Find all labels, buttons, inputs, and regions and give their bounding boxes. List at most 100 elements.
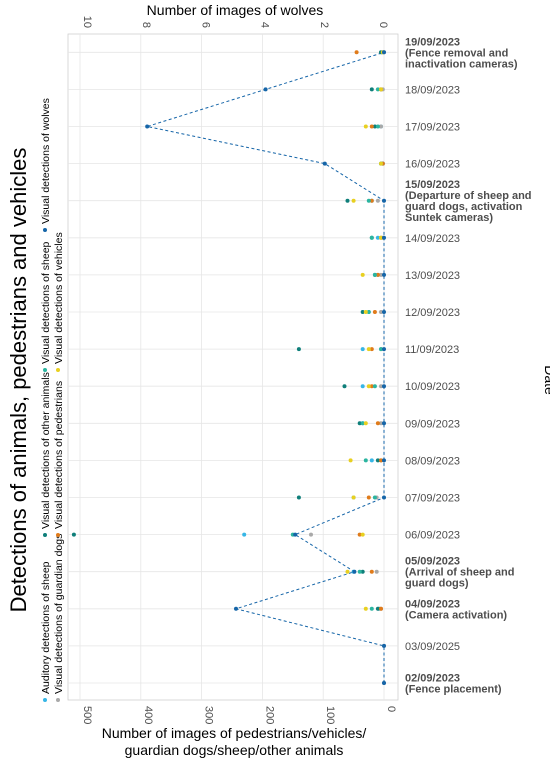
date-label: 14/09/2023 bbox=[405, 233, 460, 245]
data-point bbox=[363, 310, 368, 314]
data-point bbox=[363, 421, 368, 426]
data-point bbox=[382, 347, 386, 352]
legend-label: Auditory detections of sheep bbox=[40, 561, 52, 694]
legend-label: Visual detections of wolves bbox=[40, 98, 52, 224]
chart-title: Detections of animals, pedestrians and v… bbox=[6, 148, 31, 613]
secondary-tick-label: 2 bbox=[318, 22, 330, 28]
data-point bbox=[379, 272, 383, 277]
data-point bbox=[345, 569, 350, 574]
legend-label: Visual detections of pedestrians bbox=[53, 381, 65, 529]
data-point bbox=[382, 681, 386, 685]
data-point bbox=[322, 161, 327, 166]
data-point bbox=[369, 458, 374, 463]
date-label: 02/09/2023 bbox=[405, 673, 460, 685]
date-label: 03/09/2025 bbox=[405, 641, 460, 653]
data-point bbox=[369, 347, 374, 352]
legend-key bbox=[56, 698, 60, 702]
date-annotation: (Fence placement) bbox=[405, 684, 502, 696]
data-point bbox=[379, 235, 383, 240]
data-point bbox=[145, 124, 150, 129]
x-axis-title: Date bbox=[542, 365, 550, 395]
data-point bbox=[375, 235, 380, 240]
data-point bbox=[372, 272, 377, 277]
data-point bbox=[379, 310, 383, 314]
data-point bbox=[342, 384, 347, 389]
data-point bbox=[382, 50, 386, 55]
labels-layer: 02/09/2023(Fence placement) 03/09/2025 04/… bbox=[6, 2, 550, 758]
date-annotation: guard dogs, activation bbox=[405, 201, 523, 213]
data-point bbox=[352, 569, 357, 574]
data-point bbox=[382, 384, 386, 389]
date-label: 16/09/2023 bbox=[405, 159, 460, 171]
date-label: 13/09/2023 bbox=[405, 270, 460, 282]
data-point bbox=[375, 87, 380, 92]
data-point bbox=[372, 495, 377, 500]
secondary-tick-label: 4 bbox=[259, 22, 271, 28]
data-point bbox=[348, 458, 353, 463]
data-point bbox=[369, 124, 374, 129]
data-point bbox=[374, 569, 379, 574]
data-point bbox=[372, 310, 377, 314]
primary-tick-label: 0 bbox=[385, 706, 397, 712]
data-point bbox=[369, 384, 374, 389]
data-point bbox=[366, 384, 371, 389]
date-label: 10/09/2023 bbox=[405, 381, 460, 393]
data-point bbox=[263, 87, 268, 92]
data-point bbox=[375, 421, 380, 426]
data-point bbox=[234, 606, 238, 611]
plot-border bbox=[67, 33, 399, 701]
data-point bbox=[366, 495, 371, 500]
data-point bbox=[360, 532, 365, 537]
data-point bbox=[379, 87, 383, 92]
legend-label: Visual detections of sheep bbox=[40, 241, 52, 364]
date-label: 06/09/2023 bbox=[405, 530, 460, 542]
wolf-series-line-layer bbox=[145, 51, 385, 683]
data-point bbox=[360, 310, 365, 314]
date-label: 07/09/2023 bbox=[405, 493, 460, 505]
data-point bbox=[296, 495, 301, 500]
data-point bbox=[363, 606, 368, 611]
data-point bbox=[382, 458, 386, 463]
data-point bbox=[379, 458, 383, 463]
legend-key bbox=[43, 228, 47, 232]
primary-tick-label: 400 bbox=[142, 706, 154, 724]
data-point bbox=[309, 532, 313, 537]
primary-axis-title-line1: Number of images of pedestrians/vehicles… bbox=[102, 725, 367, 741]
data-point bbox=[366, 310, 371, 314]
date-annotation: (Departure of sheep and bbox=[405, 190, 532, 202]
legend-key bbox=[43, 698, 47, 702]
data-point bbox=[382, 643, 386, 648]
wolf-series-line bbox=[145, 51, 385, 683]
secondary-axis-title: Number of images of wolves bbox=[147, 2, 324, 18]
data-point bbox=[379, 124, 383, 129]
primary-tick-label: 300 bbox=[203, 706, 215, 724]
legend-key bbox=[43, 368, 47, 372]
data-point bbox=[382, 235, 386, 240]
data-point bbox=[71, 532, 76, 537]
date-annotation: guard dogs) bbox=[405, 578, 469, 590]
date-label: 05/09/2023 bbox=[405, 556, 460, 568]
legend-key bbox=[43, 533, 47, 537]
data-point bbox=[293, 532, 298, 537]
date-annotation: (Arrival of sheep and bbox=[405, 567, 514, 579]
data-point bbox=[379, 384, 383, 389]
data-point bbox=[351, 495, 356, 500]
secondary-tick-label: 10 bbox=[81, 16, 93, 28]
date-annotation: (Camera activation) bbox=[405, 609, 507, 621]
data-point bbox=[357, 532, 362, 537]
primary-tick-label: 100 bbox=[324, 706, 336, 724]
data-point bbox=[360, 384, 365, 389]
data-point bbox=[369, 235, 374, 240]
data-point bbox=[375, 272, 380, 277]
primary-axis-title: Number of images of pedestrians/vehicles… bbox=[102, 725, 367, 758]
data-point bbox=[360, 272, 365, 277]
legend-label: Visual detections of vehicles bbox=[53, 232, 65, 364]
data-point bbox=[382, 495, 386, 500]
data-point bbox=[351, 198, 356, 203]
data-point bbox=[366, 347, 371, 352]
data-point bbox=[372, 124, 377, 129]
date-label: 15/09/2023 bbox=[405, 179, 460, 191]
points-layer bbox=[71, 50, 386, 685]
data-point bbox=[375, 124, 380, 129]
